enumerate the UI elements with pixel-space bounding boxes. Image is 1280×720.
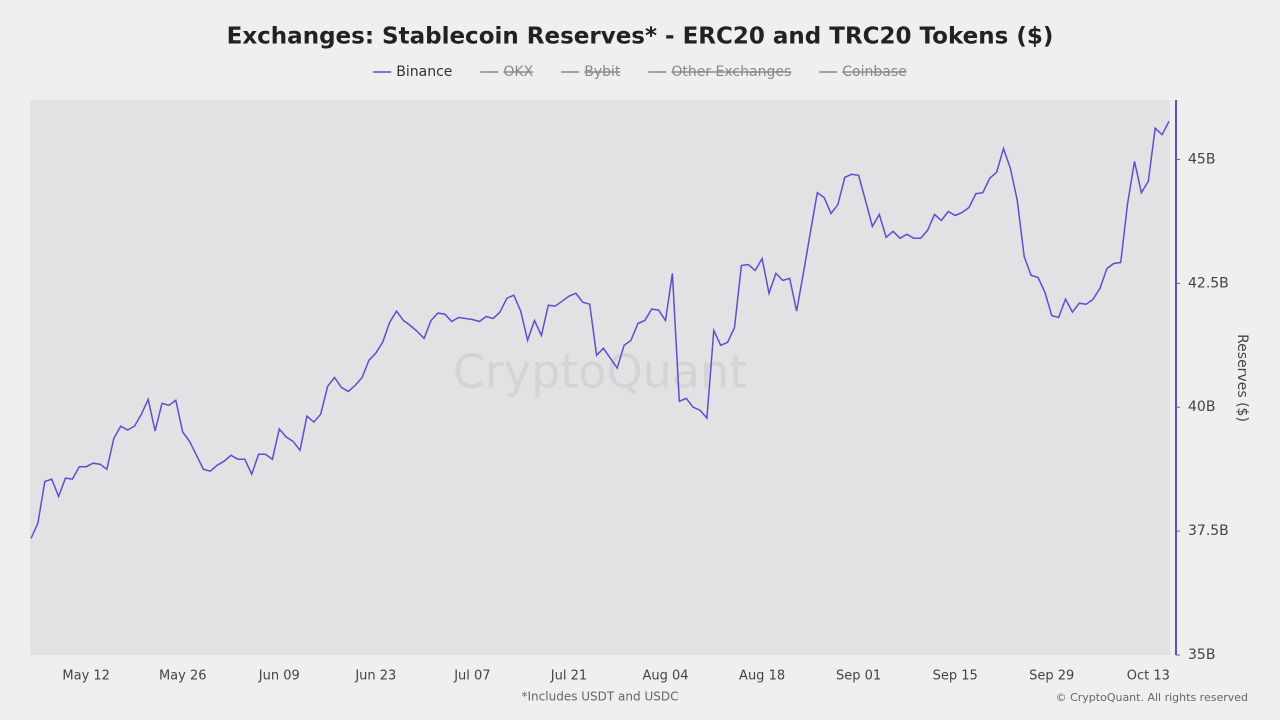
- x-tick-label: Oct 13: [1127, 669, 1170, 684]
- x-tick-label: Jul 07: [453, 669, 490, 684]
- x-tick-label: Jun 23: [354, 669, 396, 684]
- watermark: CryptoQuant: [453, 345, 747, 399]
- legend-label[interactable]: OKX: [503, 64, 533, 80]
- legend-label[interactable]: Coinbase: [842, 64, 906, 80]
- y-tick-label: 35B: [1188, 647, 1215, 663]
- x-tick-label: Jun 09: [258, 669, 300, 684]
- y-tick-label: 45B: [1188, 151, 1215, 167]
- x-tick-label: Sep 15: [933, 669, 978, 684]
- footnote: *Includes USDT and USDC: [522, 690, 679, 704]
- y-tick-label: 42.5B: [1188, 275, 1229, 291]
- x-tick-label: Sep 01: [836, 669, 881, 684]
- chart-title: Exchanges: Stablecoin Reserves* - ERC20 …: [227, 24, 1054, 50]
- y-axis-label: Reserves ($): [1234, 334, 1250, 422]
- legend-label[interactable]: Other Exchanges: [671, 64, 791, 80]
- x-tick-label: Aug 04: [642, 669, 688, 684]
- copyright: © CryptoQuant. All rights reserved: [1056, 691, 1248, 704]
- y-tick-label: 37.5B: [1188, 523, 1229, 539]
- x-tick-label: May 26: [159, 669, 207, 684]
- x-tick-label: Jul 21: [550, 669, 587, 684]
- x-tick-label: Aug 18: [739, 669, 785, 684]
- y-tick-label: 40B: [1188, 399, 1215, 415]
- legend-label[interactable]: Binance: [396, 64, 452, 80]
- x-tick-label: May 12: [62, 669, 110, 684]
- data-line: [30, 120, 1170, 539]
- x-tick-label: Sep 29: [1029, 669, 1074, 684]
- legend-label[interactable]: Bybit: [584, 64, 621, 80]
